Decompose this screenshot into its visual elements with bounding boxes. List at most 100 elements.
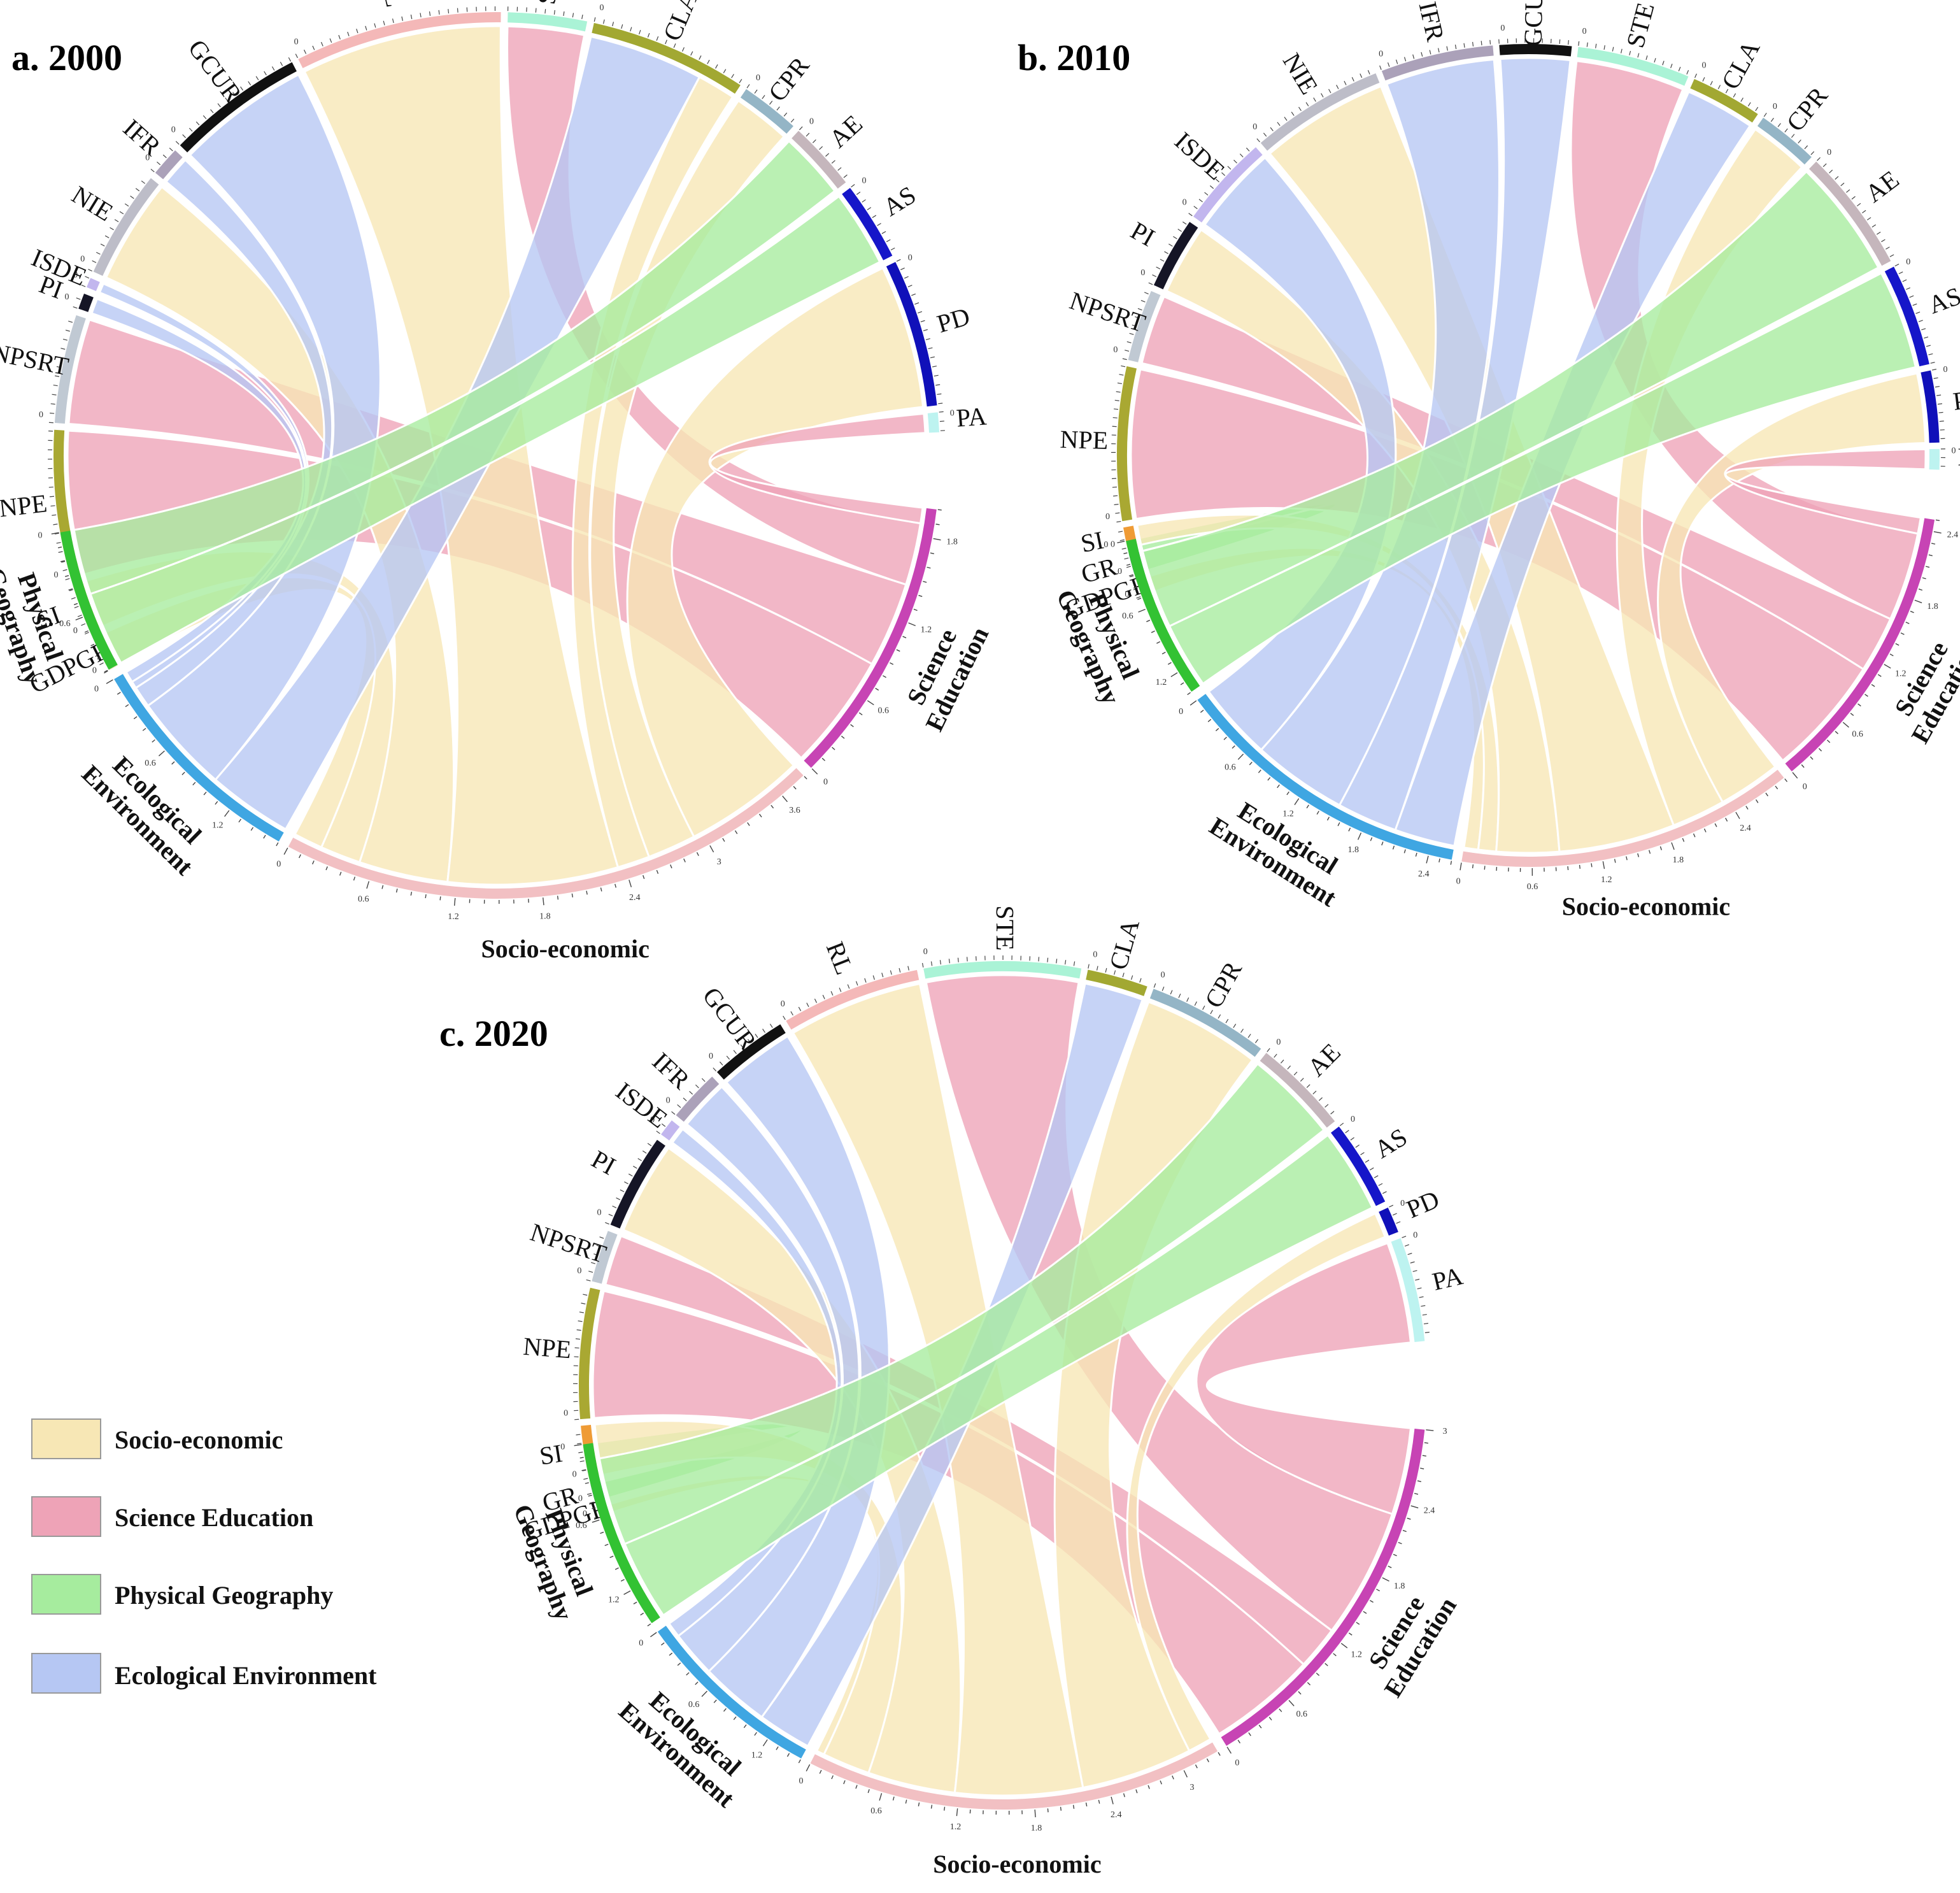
node-arc-cla [592,22,741,94]
group-tick [1123,552,1128,554]
node-tick [1339,1122,1344,1126]
node-tick [907,285,913,287]
group-tick-label: 1.2 [448,912,459,922]
node-tick [630,27,632,32]
node-tick [647,1143,652,1147]
node-tick [1938,411,1943,413]
node-tick-label: 0 [1702,61,1707,71]
node-tick [1128,574,1133,576]
node-tick [1822,163,1827,168]
node-tick [1670,64,1673,69]
node-tick [1096,966,1098,971]
node-tick [1939,420,1944,422]
node-tick [1395,59,1398,64]
node-label-gcur: GCUR [1519,0,1549,46]
node-tick [1186,997,1189,1002]
group-tick [918,594,923,597]
node-tick [1885,246,1890,250]
group-arc-science-education [804,508,937,768]
group-tick [1324,1662,1328,1666]
node-arc-npsrt [592,1231,618,1284]
group-tick-label: 2.4 [1740,824,1751,833]
node-tick [881,973,884,978]
node-tick [596,1245,601,1248]
node-tick [448,9,450,14]
node-tick [124,203,129,207]
node-tick [1725,89,1729,94]
group-tick [1925,566,1930,568]
node-tick [671,1111,676,1115]
node-tick [1817,157,1821,161]
node-tick [240,86,244,91]
node-tick [1312,1090,1317,1095]
node-tick [60,560,65,562]
group-tick-label: 2.4 [1947,530,1959,539]
node-tick [1153,983,1156,988]
group-tick [1123,1793,1125,1797]
node-tick [707,59,710,64]
node-tick [356,29,359,34]
node-arc-ste [923,961,1082,979]
group-arc-physical-geography [1126,538,1200,692]
node-tick-label: 0 [1140,268,1145,278]
node-tick [329,38,332,43]
node-arc-ae [1808,161,1891,266]
group-tick-label: 1.8 [1348,845,1360,855]
group-tick-label: 1.8 [1394,1582,1405,1591]
node-tick [1126,341,1132,343]
node-tick [1637,53,1640,58]
group-tick [1357,832,1362,840]
node-tick-label: 0 [1093,950,1097,959]
node-tick [420,13,422,18]
group-tick [896,649,900,652]
node-arc-ae [1260,1052,1335,1128]
group-tick [782,796,788,803]
node-tick [1132,324,1137,327]
node-tick [608,1213,613,1217]
chord-panel-2020: c. 20200GDPGR0GR0SI0NPE0NPSRT0PI0ISDE0IF… [439,905,1466,1878]
node-tick [264,71,267,76]
group-tick [609,1555,614,1559]
node-tick [182,134,187,138]
node-tick [119,211,124,215]
group-tick [353,876,356,881]
group-tick [73,603,78,606]
panel-title: c. 2020 [439,1013,548,1054]
group-tick-label: 1.8 [1927,602,1938,611]
node-tick-label: 0 [1125,590,1129,599]
group-tick [1426,1429,1434,1431]
group-tick [930,552,935,555]
node-tick-label: 0 [781,999,785,1009]
group-tick [1864,694,1868,697]
group-tick [669,1652,673,1656]
node-tick [661,1123,666,1127]
group-tick [1167,662,1172,665]
group-tick [1792,772,1798,779]
node-tick [1350,1137,1354,1141]
node-tick [886,239,891,243]
ribbon-pd-to-socio-economic [626,266,925,838]
group-tick [1417,1480,1421,1482]
group-tick-label: 2.4 [1418,869,1430,879]
node-tick-label: 0 [577,1266,581,1276]
node-tick [1136,596,1141,599]
node-tick [303,49,307,54]
node-tick [1421,52,1423,57]
group-tick [1172,1775,1174,1780]
group-tick [677,1662,681,1666]
node-label-npe: NPE [522,1332,572,1364]
node-arc-gcur [1499,43,1572,57]
node-tick [1928,353,1933,355]
group-tick [1138,608,1146,613]
node-tick [939,411,944,413]
group-tick [1189,700,1197,706]
group-tick [312,861,315,865]
node-tick [544,9,546,14]
group-tick [1382,1577,1389,1582]
group-tick [843,1780,846,1785]
group-tick [1130,575,1134,578]
node-tick [110,227,114,231]
group-tick-label: 0 [1179,707,1183,717]
group-tick [1200,710,1204,713]
group-tick [1426,855,1429,864]
